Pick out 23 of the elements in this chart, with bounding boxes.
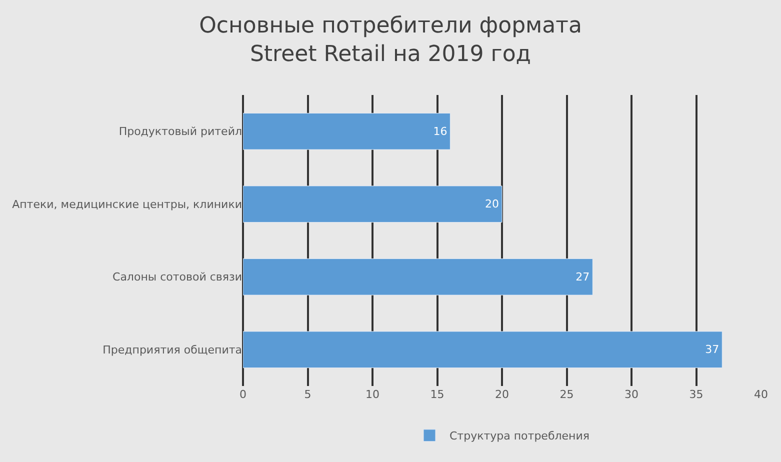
x-tick-label: 25 <box>560 388 574 401</box>
bar <box>243 258 593 296</box>
y-tick-label: Предприятия общепита <box>102 343 242 356</box>
data-label: 20 <box>485 198 499 211</box>
y-tick-label: Аптеки, медицинские центры, клиники <box>12 198 242 211</box>
data-label: 27 <box>576 270 590 284</box>
x-tick-label: 30 <box>624 388 638 401</box>
bar <box>243 112 450 150</box>
data-label: 37 <box>705 343 720 356</box>
x-tick-label: 0 <box>240 388 246 401</box>
y-tick-label: Салоны сотовой связи <box>112 270 242 284</box>
x-tick-label: 35 <box>689 388 704 401</box>
legend-label: Структура потребления <box>450 430 590 443</box>
chart-title: Основные потребители формата Street Retail на 2019 год <box>199 13 582 67</box>
bar <box>243 331 722 368</box>
x-tick-label: 10 <box>366 388 380 401</box>
x-tick-label: 20 <box>495 388 509 401</box>
x-tick-label: 15 <box>430 388 444 401</box>
x-tick-label: 40 <box>754 388 768 401</box>
x-tick-label: 5 <box>304 388 312 401</box>
data-label: 16 <box>433 124 448 138</box>
y-tick-label: Продуктовый ритейл <box>118 125 242 138</box>
bar <box>243 186 502 223</box>
